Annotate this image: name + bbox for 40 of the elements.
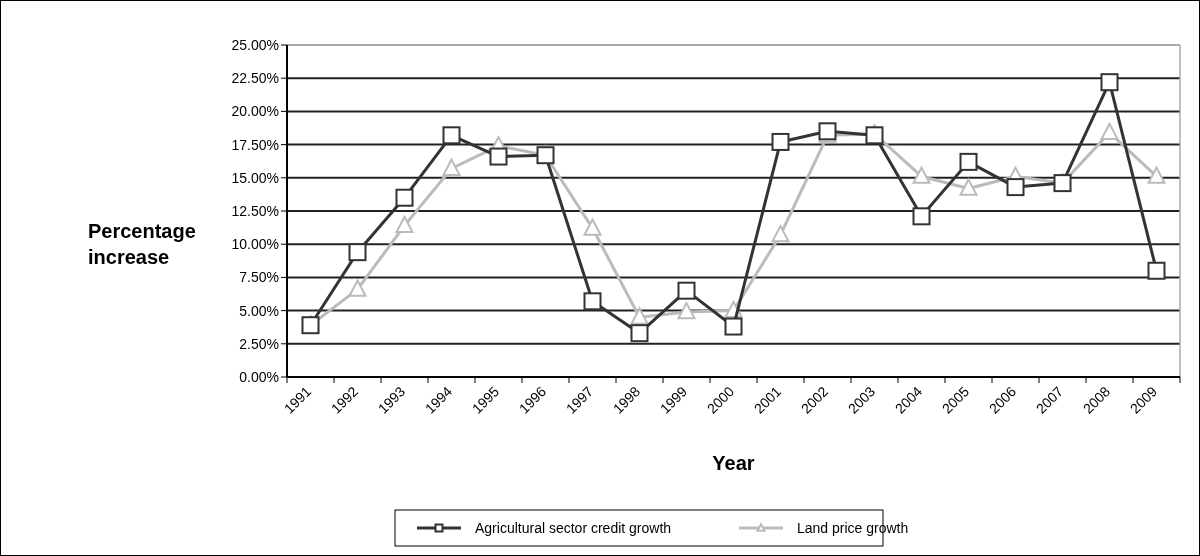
point [348, 243, 367, 262]
y-tick-label: 17.50% [231, 136, 279, 153]
y-tick-label: 5.00% [239, 302, 279, 319]
point [583, 218, 602, 236]
point [583, 292, 602, 311]
legend-label: Land price growth [797, 519, 909, 536]
point [677, 281, 696, 300]
y-tick-label: 10.00% [231, 236, 279, 253]
y-tick-label: 2.50% [239, 335, 279, 352]
point [959, 152, 978, 171]
point [442, 158, 461, 176]
point [771, 132, 790, 151]
point [630, 324, 649, 343]
y-tick-label: 20.00% [231, 103, 279, 120]
y-tick-label: 25.00% [231, 36, 279, 53]
point [771, 225, 790, 243]
point [395, 215, 414, 234]
point [1100, 122, 1119, 141]
point [630, 307, 649, 325]
point [442, 126, 461, 145]
point [1147, 261, 1166, 280]
point [677, 302, 696, 320]
y-axis-title: Percentage increase [88, 220, 196, 268]
x-axis-title: Year [712, 452, 755, 474]
y-tick-label: 0.00% [239, 368, 279, 385]
point [489, 147, 508, 166]
legend-label: Agricultural sector credit growth [475, 519, 672, 536]
y-tick-label: 15.00% [231, 169, 279, 186]
point [959, 178, 978, 196]
y-tick-label: 12.50% [231, 202, 279, 219]
point [912, 166, 931, 184]
point [1147, 166, 1166, 184]
point [912, 207, 931, 226]
point [395, 188, 414, 207]
y-tick-label: 7.50% [239, 269, 279, 286]
point [1006, 178, 1025, 197]
point [724, 317, 743, 336]
point [348, 279, 367, 297]
point [1100, 73, 1119, 92]
y-tick-label: 22.50% [231, 70, 279, 87]
